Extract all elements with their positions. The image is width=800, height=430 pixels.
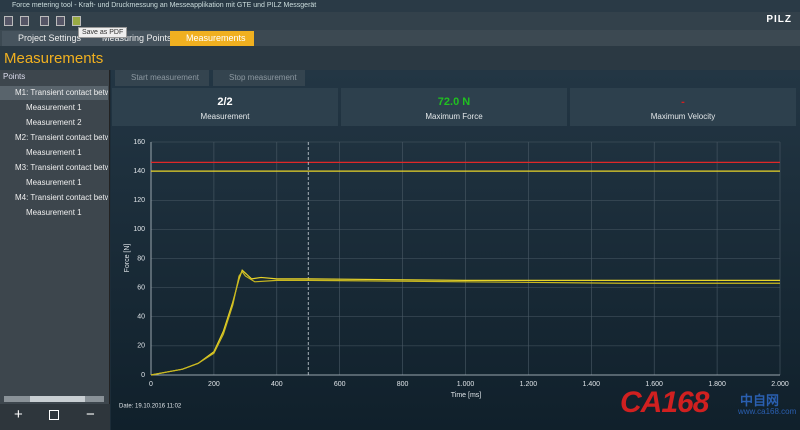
x-tick-label: 400 (271, 381, 283, 388)
pdf-icon[interactable] (72, 16, 81, 26)
watermark: www.ca168.com (738, 407, 797, 416)
tree-node[interactable]: M1: Transient contact betw (0, 86, 108, 100)
new-icon[interactable] (4, 16, 13, 26)
stat-value: 2/2 (217, 96, 233, 108)
tree-leaf[interactable]: Measurement 1 (26, 178, 82, 187)
y-tick-label: 140 (133, 168, 145, 175)
tab[interactable]: Measurements (170, 31, 254, 46)
copy-button[interactable] (49, 410, 59, 420)
y-tick-label: 0 (141, 372, 145, 379)
x-tick-label: 1.600 (645, 381, 663, 388)
save-icon[interactable] (40, 16, 49, 26)
x-tick-label: 1.800 (708, 381, 726, 388)
y-tick-label: 60 (137, 284, 145, 291)
title-bar: Force metering tool - Kraft- und Druckme… (0, 0, 800, 12)
tree-leaf[interactable]: Measurement 1 (26, 103, 82, 112)
tree-node[interactable]: M2: Transient contact betw (15, 133, 108, 142)
y-tick-label: 40 (137, 314, 145, 321)
watermark: CA168 (620, 386, 709, 419)
stat-label: Maximum Force (425, 112, 483, 121)
x-tick-label: 200 (208, 381, 220, 388)
x-tick-label: 0 (149, 381, 153, 388)
x-tick-label: 1.400 (583, 381, 601, 388)
stat-label: Measurement (200, 112, 250, 121)
remove-button[interactable]: − (86, 406, 95, 423)
stat-card: 2/2 Measurement (112, 88, 338, 126)
tooltip: Save as PDF (78, 27, 128, 38)
watermark: 中自网 (740, 393, 780, 408)
x-axis-label: Time [ms] (451, 392, 482, 399)
y-tick-label: 160 (133, 139, 145, 146)
stat-card: - Maximum Velocity (570, 88, 796, 126)
y-tick-label: 120 (133, 197, 145, 204)
tree-node[interactable]: M3: Transient contact betw (15, 163, 108, 172)
y-tick-label: 80 (137, 255, 145, 262)
stat-value: 72.0 N (437, 96, 471, 108)
tree-leaf[interactable]: Measurement 2 (26, 118, 82, 127)
stat-value: - (681, 96, 685, 108)
y-tick-label: 20 (137, 343, 145, 350)
x-tick-label: 600 (334, 381, 346, 388)
y-tick-label: 100 (133, 226, 145, 233)
add-button[interactable]: + (14, 406, 23, 423)
x-tick-label: 1.200 (520, 381, 538, 388)
tree-leaf[interactable]: Measurement 1 (26, 208, 82, 217)
date-label: Date: 19.10.2016 11:02 (119, 404, 182, 410)
tree-leaf[interactable]: Measurement 1 (26, 148, 82, 157)
force-curve (150, 270, 780, 376)
x-tick-label: 800 (397, 381, 409, 388)
sidebar: Points M1: Transient contact betw Measure… (0, 70, 110, 430)
logo: PILZ (766, 14, 792, 25)
sidebar-title: Points (3, 72, 26, 81)
stop-button[interactable]: Stop measurement (213, 70, 305, 86)
page-heading: Measurements (0, 46, 800, 70)
x-tick-label: 2.000 (771, 381, 789, 388)
stat-card: 72.0 N Maximum Force (341, 88, 567, 126)
tab[interactable]: Project Settings (2, 31, 90, 46)
stat-label: Maximum Velocity (650, 112, 716, 121)
start-button[interactable]: Start measurement (115, 70, 209, 86)
chart: Force [N] Time [ms] Date: 19.10.2016 11:… (119, 139, 789, 410)
tab-bar: Project Settings Measuring Points Measur… (0, 30, 800, 46)
sidebar-actions: + − (0, 404, 110, 430)
main-panel: Start measurement Stop measurement 2/2 M… (111, 70, 800, 430)
open-icon[interactable] (20, 16, 29, 26)
y-axis-label: Force [N] (124, 244, 131, 273)
toolbar (0, 12, 800, 30)
save-icon[interactable] (56, 16, 65, 26)
scroll-thumb[interactable] (30, 396, 85, 402)
x-tick-label: 1.000 (457, 381, 475, 388)
tree-node[interactable]: M4: Transient contact betw (15, 193, 108, 202)
